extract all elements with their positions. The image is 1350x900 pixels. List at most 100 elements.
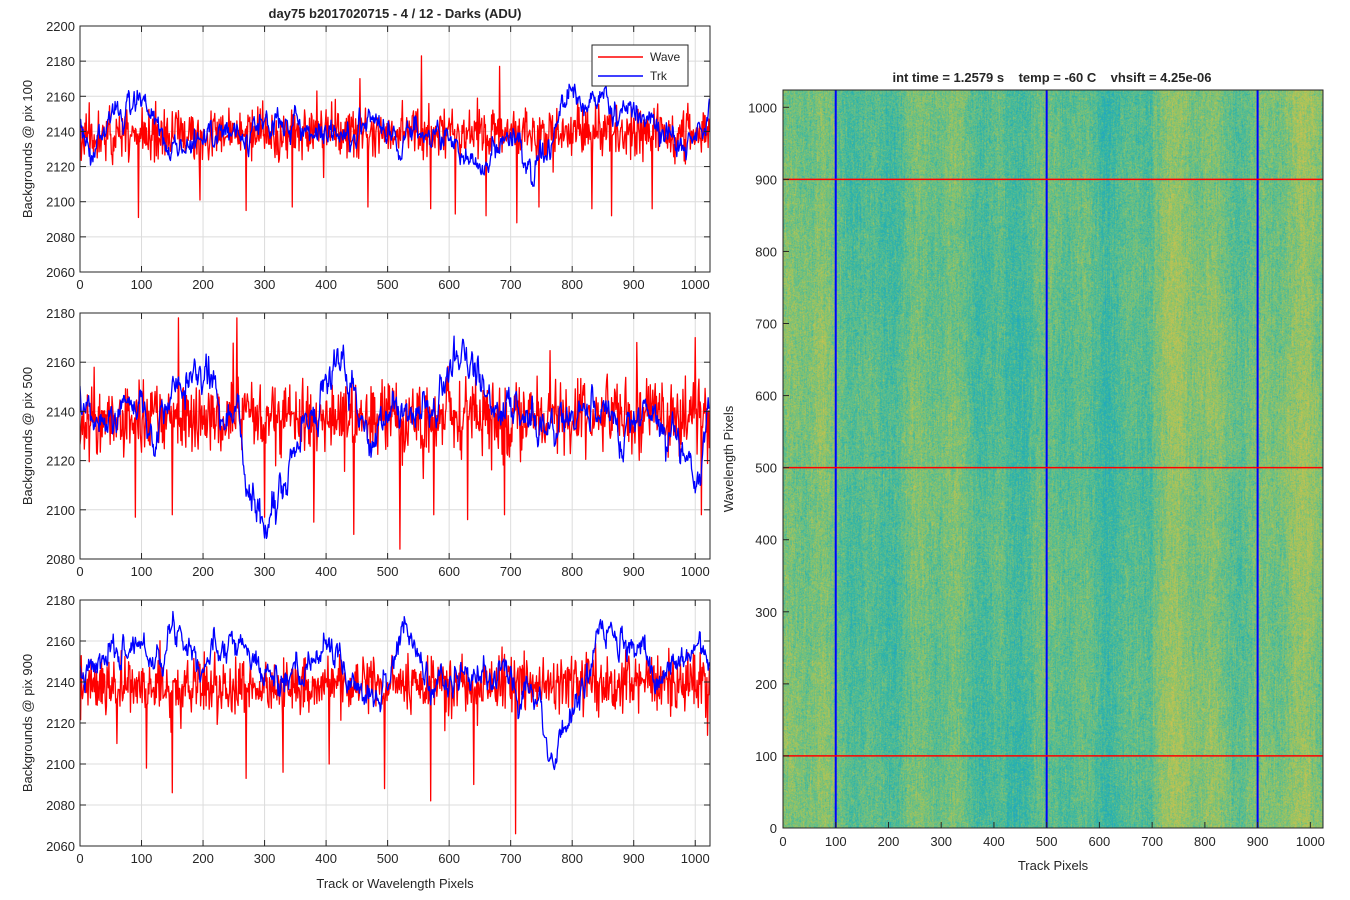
x-tick-label: 0	[76, 851, 83, 866]
legend-label-wave: Wave	[650, 50, 681, 64]
x-tick-label: 200	[192, 851, 214, 866]
y-tick-label: 2100	[46, 195, 75, 210]
y-tick-label: 2140	[46, 404, 75, 419]
y-tick-label: 2140	[46, 124, 75, 139]
x-tick-label: 400	[315, 851, 337, 866]
x-tick-label: 800	[561, 851, 583, 866]
x-tick-label: 800	[1194, 834, 1216, 849]
x-tick-label: 100	[825, 834, 847, 849]
x-tick-label: 900	[623, 564, 645, 579]
x-tick-label: 600	[1089, 834, 1111, 849]
x-tick-label: 600	[438, 277, 460, 292]
series-line-trk	[80, 610, 710, 771]
y-tick-label: 2080	[46, 552, 75, 567]
series-line-trk	[80, 335, 710, 540]
y-tick-label: 2180	[46, 593, 75, 608]
x-tick-label: 600	[438, 564, 460, 579]
series-line-wave	[80, 55, 710, 224]
y-axis-label: Backgrounds @ pix 500	[20, 367, 35, 505]
x-tick-label: 1000	[1296, 834, 1325, 849]
y-tick-label: 0	[770, 821, 777, 836]
x-tick-label: 700	[500, 851, 522, 866]
ticks: 0 100 200 300 400 500 600 700 800 900 1000 2060 2080…	[46, 593, 710, 866]
x-tick-label: 400	[983, 834, 1005, 849]
y-tick-label: 2180	[46, 54, 75, 69]
series-lines	[80, 55, 710, 224]
heatmap-image	[783, 90, 1323, 828]
y-tick-label: 2120	[46, 716, 75, 731]
legend-label-trk: Trk	[650, 69, 668, 83]
plot-frame	[79, 25, 711, 273]
x-tick-label: 200	[192, 564, 214, 579]
x-tick-label: 100	[131, 564, 153, 579]
x-tick-label: 0	[76, 277, 83, 292]
y-tick-label: 100	[755, 749, 777, 764]
x-tick-label: 700	[500, 277, 522, 292]
line-panel-pix-100: 0 100 200 300 400 500 600 700 800 900 1000 2060 2080…	[20, 19, 711, 292]
ticks: 0 100 200 300 400 500 600 700 800 900 1000 2060 2080…	[46, 19, 710, 292]
x-tick-label: 500	[377, 564, 399, 579]
ticks: 0 100 200 300 400 500 600 700 800 900 1000 2080 2100…	[46, 306, 710, 579]
x-tick-label: 300	[930, 834, 952, 849]
y-tick-label: 2080	[46, 798, 75, 813]
y-tick-label: 900	[755, 172, 777, 187]
y-tick-label: 2120	[46, 454, 75, 469]
heatmap-marker-lines	[783, 90, 1323, 828]
y-tick-label: 700	[755, 317, 777, 332]
legend-box	[591, 44, 689, 87]
legend: Wave Trk	[591, 44, 689, 87]
y-axis-label: Backgrounds @ pix 900	[20, 654, 35, 792]
y-tick-label: 2060	[46, 839, 75, 854]
line-panel-pix-500: 0 100 200 300 400 500 600 700 800 900 1000 2080 2100…	[20, 306, 711, 579]
x-tick-label: 500	[377, 277, 399, 292]
heatmap-title: int time = 1.2579 s temp = -60 C vhsift …	[892, 70, 1211, 85]
x-tick-label: 900	[623, 851, 645, 866]
y-tick-label: 600	[755, 389, 777, 404]
x-tick-label: 400	[315, 277, 337, 292]
series-line-wave	[80, 640, 710, 835]
x-tick-label: 0	[76, 564, 83, 579]
heatmap-y-axis-label: Wavelength Pixels	[721, 405, 736, 512]
plot-frame	[79, 312, 711, 560]
y-tick-label: 2160	[46, 634, 75, 649]
x-tick-label: 900	[623, 277, 645, 292]
y-tick-label: 2180	[46, 306, 75, 321]
y-tick-label: 2120	[46, 160, 75, 175]
y-tick-label: 200	[755, 677, 777, 692]
y-tick-label: 800	[755, 244, 777, 259]
x-tick-label: 0	[779, 834, 786, 849]
plot-area	[80, 313, 710, 559]
x-tick-label: 200	[192, 277, 214, 292]
x-tick-label: 300	[254, 564, 276, 579]
x-tick-label: 800	[561, 277, 583, 292]
y-tick-label: 2100	[46, 757, 75, 772]
x-tick-label: 300	[254, 851, 276, 866]
y-tick-label: 2200	[46, 19, 75, 34]
y-tick-label: 2160	[46, 89, 75, 104]
y-tick-label: 2160	[46, 355, 75, 370]
x-tick-label: 1000	[681, 277, 710, 292]
line-panel-pix-900: 0 100 200 300 400 500 600 700 800 900 1000 2060 2080…	[20, 593, 711, 891]
x-tick-label: 1000	[681, 851, 710, 866]
x-tick-label: 200	[878, 834, 900, 849]
x-tick-label: 500	[377, 851, 399, 866]
x-tick-label: 100	[131, 277, 153, 292]
y-tick-label: 2060	[46, 265, 75, 280]
series-lines	[80, 317, 710, 550]
heatmap-frame	[782, 89, 1324, 829]
x-tick-label: 700	[1141, 834, 1163, 849]
x-tick-label: 100	[131, 851, 153, 866]
x-tick-label: 400	[315, 564, 337, 579]
x-tick-label: 1000	[681, 564, 710, 579]
series-line-wave	[80, 317, 710, 550]
heatmap-panel: int time = 1.2579 s temp = -60 C vhsift …	[721, 70, 1325, 873]
x-tick-label: 300	[254, 277, 276, 292]
y-tick-label: 500	[755, 461, 777, 476]
y-axis-label: Backgrounds @ pix 100	[20, 80, 35, 218]
y-tick-label: 2100	[46, 503, 75, 518]
x-tick-label: 700	[500, 564, 522, 579]
y-tick-label: 2080	[46, 230, 75, 245]
series-line-trk	[80, 83, 710, 187]
x-tick-label: 900	[1247, 834, 1269, 849]
x-tick-label: 600	[438, 851, 460, 866]
